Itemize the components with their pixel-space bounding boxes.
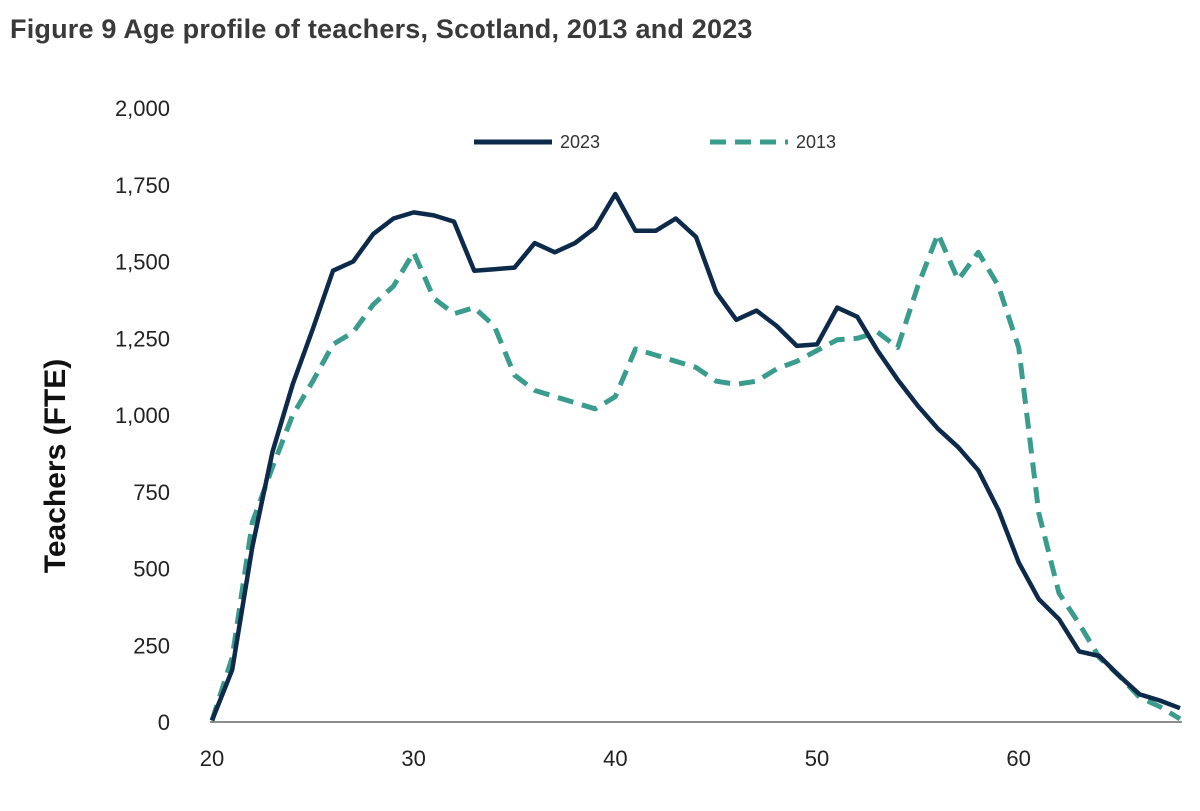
y-tick-label: 250 [133, 633, 170, 658]
legend-label-2023: 2023 [560, 132, 600, 152]
y-tick-label: 1,500 [115, 250, 170, 275]
y-tick-label: 1,000 [115, 403, 170, 428]
chart-title: Figure 9 Age profile of teachers, Scotla… [10, 14, 753, 44]
x-tick-label: 40 [603, 746, 627, 771]
y-tick-label: 750 [133, 480, 170, 505]
x-tick-label: 30 [401, 746, 425, 771]
legend-label-2013: 2013 [796, 132, 836, 152]
x-tick-label: 50 [805, 746, 829, 771]
y-axis-label: Teachers (FTE) [39, 359, 72, 574]
y-tick-label: 0 [158, 710, 170, 735]
y-tick-label: 1,750 [115, 173, 170, 198]
series-layer [209, 191, 1182, 722]
y-tick-label: 2,000 [115, 96, 170, 121]
y-tick-labels: 0 250 500 750 1,000 1,250 1,500 1,750 2,000 [115, 96, 170, 735]
series-line-2023 [209, 191, 1181, 722]
y-tick-label: 1,250 [115, 326, 170, 351]
x-tick-labels: 20 30 40 50 60 [200, 746, 1031, 771]
x-tick-label: 20 [200, 746, 224, 771]
series-line-2013 [209, 231, 1182, 722]
x-tick-label: 60 [1006, 746, 1030, 771]
y-tick-label: 500 [133, 557, 170, 582]
legend: 2023 2013 [474, 132, 836, 152]
